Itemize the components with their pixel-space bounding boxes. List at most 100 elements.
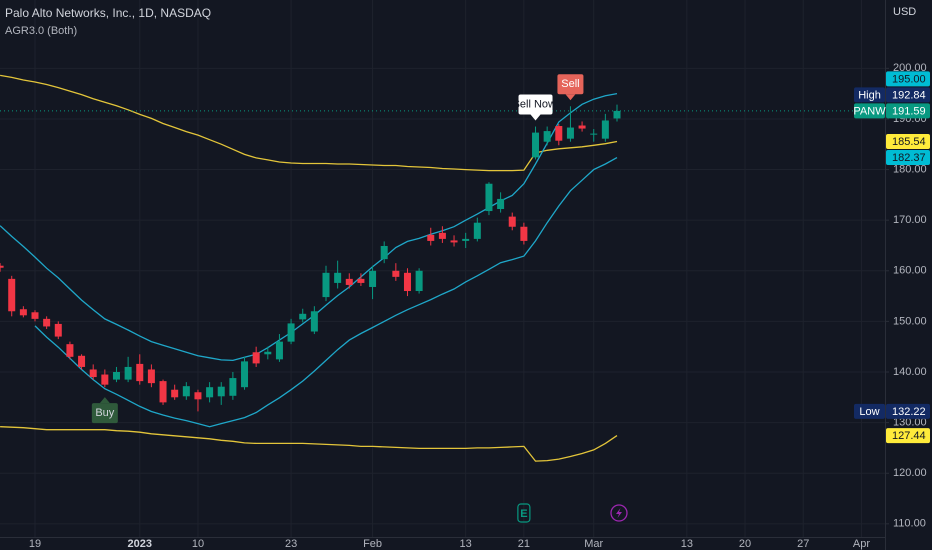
signal-pointer (99, 397, 110, 404)
y-tick-label: 150.00 (893, 315, 927, 327)
price-label-box (886, 428, 930, 444)
indicator-line (0, 74, 618, 172)
signal-label: Sell (561, 78, 579, 90)
price-label-name: PANW (853, 105, 886, 117)
candle-body (206, 387, 214, 398)
candle-body (485, 183, 493, 212)
price-label: 127.44 (892, 430, 926, 442)
candle-body (275, 341, 283, 360)
signal-label: Buy (95, 407, 114, 419)
price-label: 191.59 (892, 105, 926, 117)
candle-body (194, 392, 202, 400)
y-tick-label: 130.00 (893, 417, 927, 429)
x-tick-label: 2023 (128, 538, 152, 550)
candle-body (520, 226, 528, 241)
candle-body (532, 132, 540, 158)
plot-area: Buy Sell Now.Sell E (0, 74, 885, 523)
price-label-name-box (854, 403, 885, 419)
candle-body (241, 361, 249, 388)
price-label: 185.54 (892, 136, 926, 148)
candle-body (299, 313, 307, 320)
price-label-box (886, 403, 930, 419)
x-tick-label: 23 (285, 538, 297, 550)
candle-body (345, 278, 353, 285)
signal-pointer (530, 114, 541, 121)
candle-body (555, 126, 563, 141)
candle-body (287, 323, 295, 342)
candle-body (613, 110, 621, 119)
candle-body (217, 386, 225, 397)
candle-body (380, 245, 388, 260)
price-label-name: High (858, 89, 881, 101)
candle-body (264, 351, 272, 355)
candle-body (124, 366, 132, 380)
price-label-name: Low (859, 406, 879, 418)
indicator-line (0, 92, 618, 362)
candle-body (578, 125, 586, 129)
candle-body (43, 318, 51, 327)
candle-body (334, 272, 342, 283)
candle-body (54, 323, 62, 337)
candle-body (450, 240, 458, 243)
price-label: 192.84 (892, 89, 926, 101)
y-tick-label: 110.00 (893, 518, 926, 530)
price-label-box (886, 103, 930, 119)
candle-body (403, 272, 411, 292)
price-label: 195.00 (892, 73, 926, 85)
candle-body (252, 352, 260, 364)
candle-body (310, 311, 318, 332)
candle-body (78, 355, 86, 367)
price-label-box (886, 71, 930, 87)
candle-body (66, 344, 74, 357)
earnings-label: E (520, 508, 527, 520)
candle-body (0, 265, 4, 268)
dividend-icon (610, 504, 628, 522)
candle-body (590, 133, 598, 135)
x-tick-label: 13 (460, 538, 472, 550)
signal-box (91, 403, 118, 424)
x-tick-label: Feb (363, 538, 382, 550)
signal-box (518, 94, 553, 115)
candle-body (566, 127, 574, 139)
candle-body (427, 234, 435, 241)
candle-body (112, 372, 120, 380)
candle-body (136, 363, 144, 382)
candle-body (601, 120, 609, 139)
candle-body (19, 309, 27, 316)
price-label: 132.22 (892, 406, 926, 418)
candle-body (322, 272, 330, 298)
signal-box (557, 74, 584, 95)
candle-body (369, 270, 377, 287)
candle-body (415, 270, 423, 292)
candle-body (31, 312, 39, 319)
chart-title: Palo Alto Networks, Inc., 1D, NASDAQ (5, 6, 211, 20)
y-tick-label: 140.00 (893, 366, 927, 378)
price-label: 182.37 (892, 152, 926, 164)
x-tick-label: 20 (739, 538, 751, 550)
price-label-name-box (854, 87, 885, 103)
candle-body (462, 238, 470, 241)
x-tick-label: Apr (853, 538, 870, 550)
price-label-box (886, 134, 930, 150)
candle-body (497, 198, 505, 210)
price-label-box (886, 87, 930, 103)
y-tick-label: 170.00 (893, 214, 927, 226)
x-tick-label: 19 (29, 538, 41, 550)
earnings-icon (517, 503, 531, 523)
candle-body (182, 386, 190, 397)
candle-body (392, 270, 400, 277)
indicator-name: AGR3.0 (Both) (5, 25, 77, 37)
y-tick-label: 160.00 (893, 265, 927, 277)
candle-body (508, 216, 516, 227)
y-tick-label: 180.00 (893, 163, 927, 175)
candle-body (159, 381, 167, 403)
x-tick-label: 13 (681, 538, 693, 550)
signal-label: Sell Now. (513, 98, 559, 110)
candle-body (438, 232, 446, 239)
x-tick-label: 10 (192, 538, 204, 550)
y-tick-label: 200.00 (893, 62, 927, 74)
price-label-box (886, 150, 930, 166)
candle-body (101, 374, 109, 385)
